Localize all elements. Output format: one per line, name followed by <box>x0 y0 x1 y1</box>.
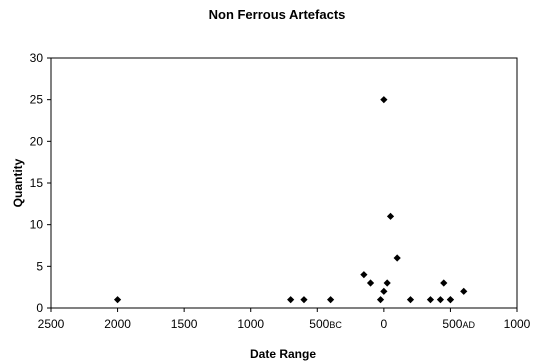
y-tick-label: 30 <box>30 51 44 65</box>
data-point <box>406 296 415 304</box>
y-axis-title: Quantity <box>11 158 25 207</box>
data-point <box>393 254 401 262</box>
data-point <box>446 296 455 304</box>
x-tick-label: 2500 <box>38 317 65 331</box>
y-tick-label: 25 <box>30 93 44 107</box>
data-point <box>436 296 445 304</box>
y-tick-label: 0 <box>36 301 43 315</box>
data-point <box>287 296 295 304</box>
y-tick-label: 10 <box>30 218 44 232</box>
x-tick-label: 0 <box>381 317 388 331</box>
data-point <box>440 279 448 287</box>
data-point <box>460 287 468 295</box>
x-tick-label: 2000 <box>104 317 131 331</box>
x-tick-label: 1000 <box>504 317 531 331</box>
y-tick-label: 5 <box>36 259 43 273</box>
x-tick-label: 500BC <box>309 317 342 331</box>
data-point <box>380 287 388 295</box>
plot-area: 2500 2000 1500 1000 500BC 0 500AD 1000 0 5 10 15 20 2… <box>30 51 531 331</box>
data-point <box>386 212 395 220</box>
data-point <box>113 296 122 304</box>
data-point <box>376 296 385 304</box>
chart-title: Non Ferrous Artefacts <box>209 7 346 22</box>
plot-border <box>50 57 518 309</box>
data-point <box>360 271 368 279</box>
data-point <box>300 296 308 304</box>
x-tick-label: 500AD <box>442 317 475 331</box>
data-point <box>327 296 335 304</box>
x-axis-title: Date Range <box>250 347 316 361</box>
data-point <box>383 279 391 287</box>
data-point <box>380 96 388 104</box>
x-tick-label: 1000 <box>237 317 264 331</box>
y-tick-label: 20 <box>30 134 44 148</box>
data-point <box>366 279 375 287</box>
data-point <box>426 296 435 304</box>
x-tick-label: 1500 <box>171 317 198 331</box>
y-tick-label: 15 <box>30 176 44 190</box>
